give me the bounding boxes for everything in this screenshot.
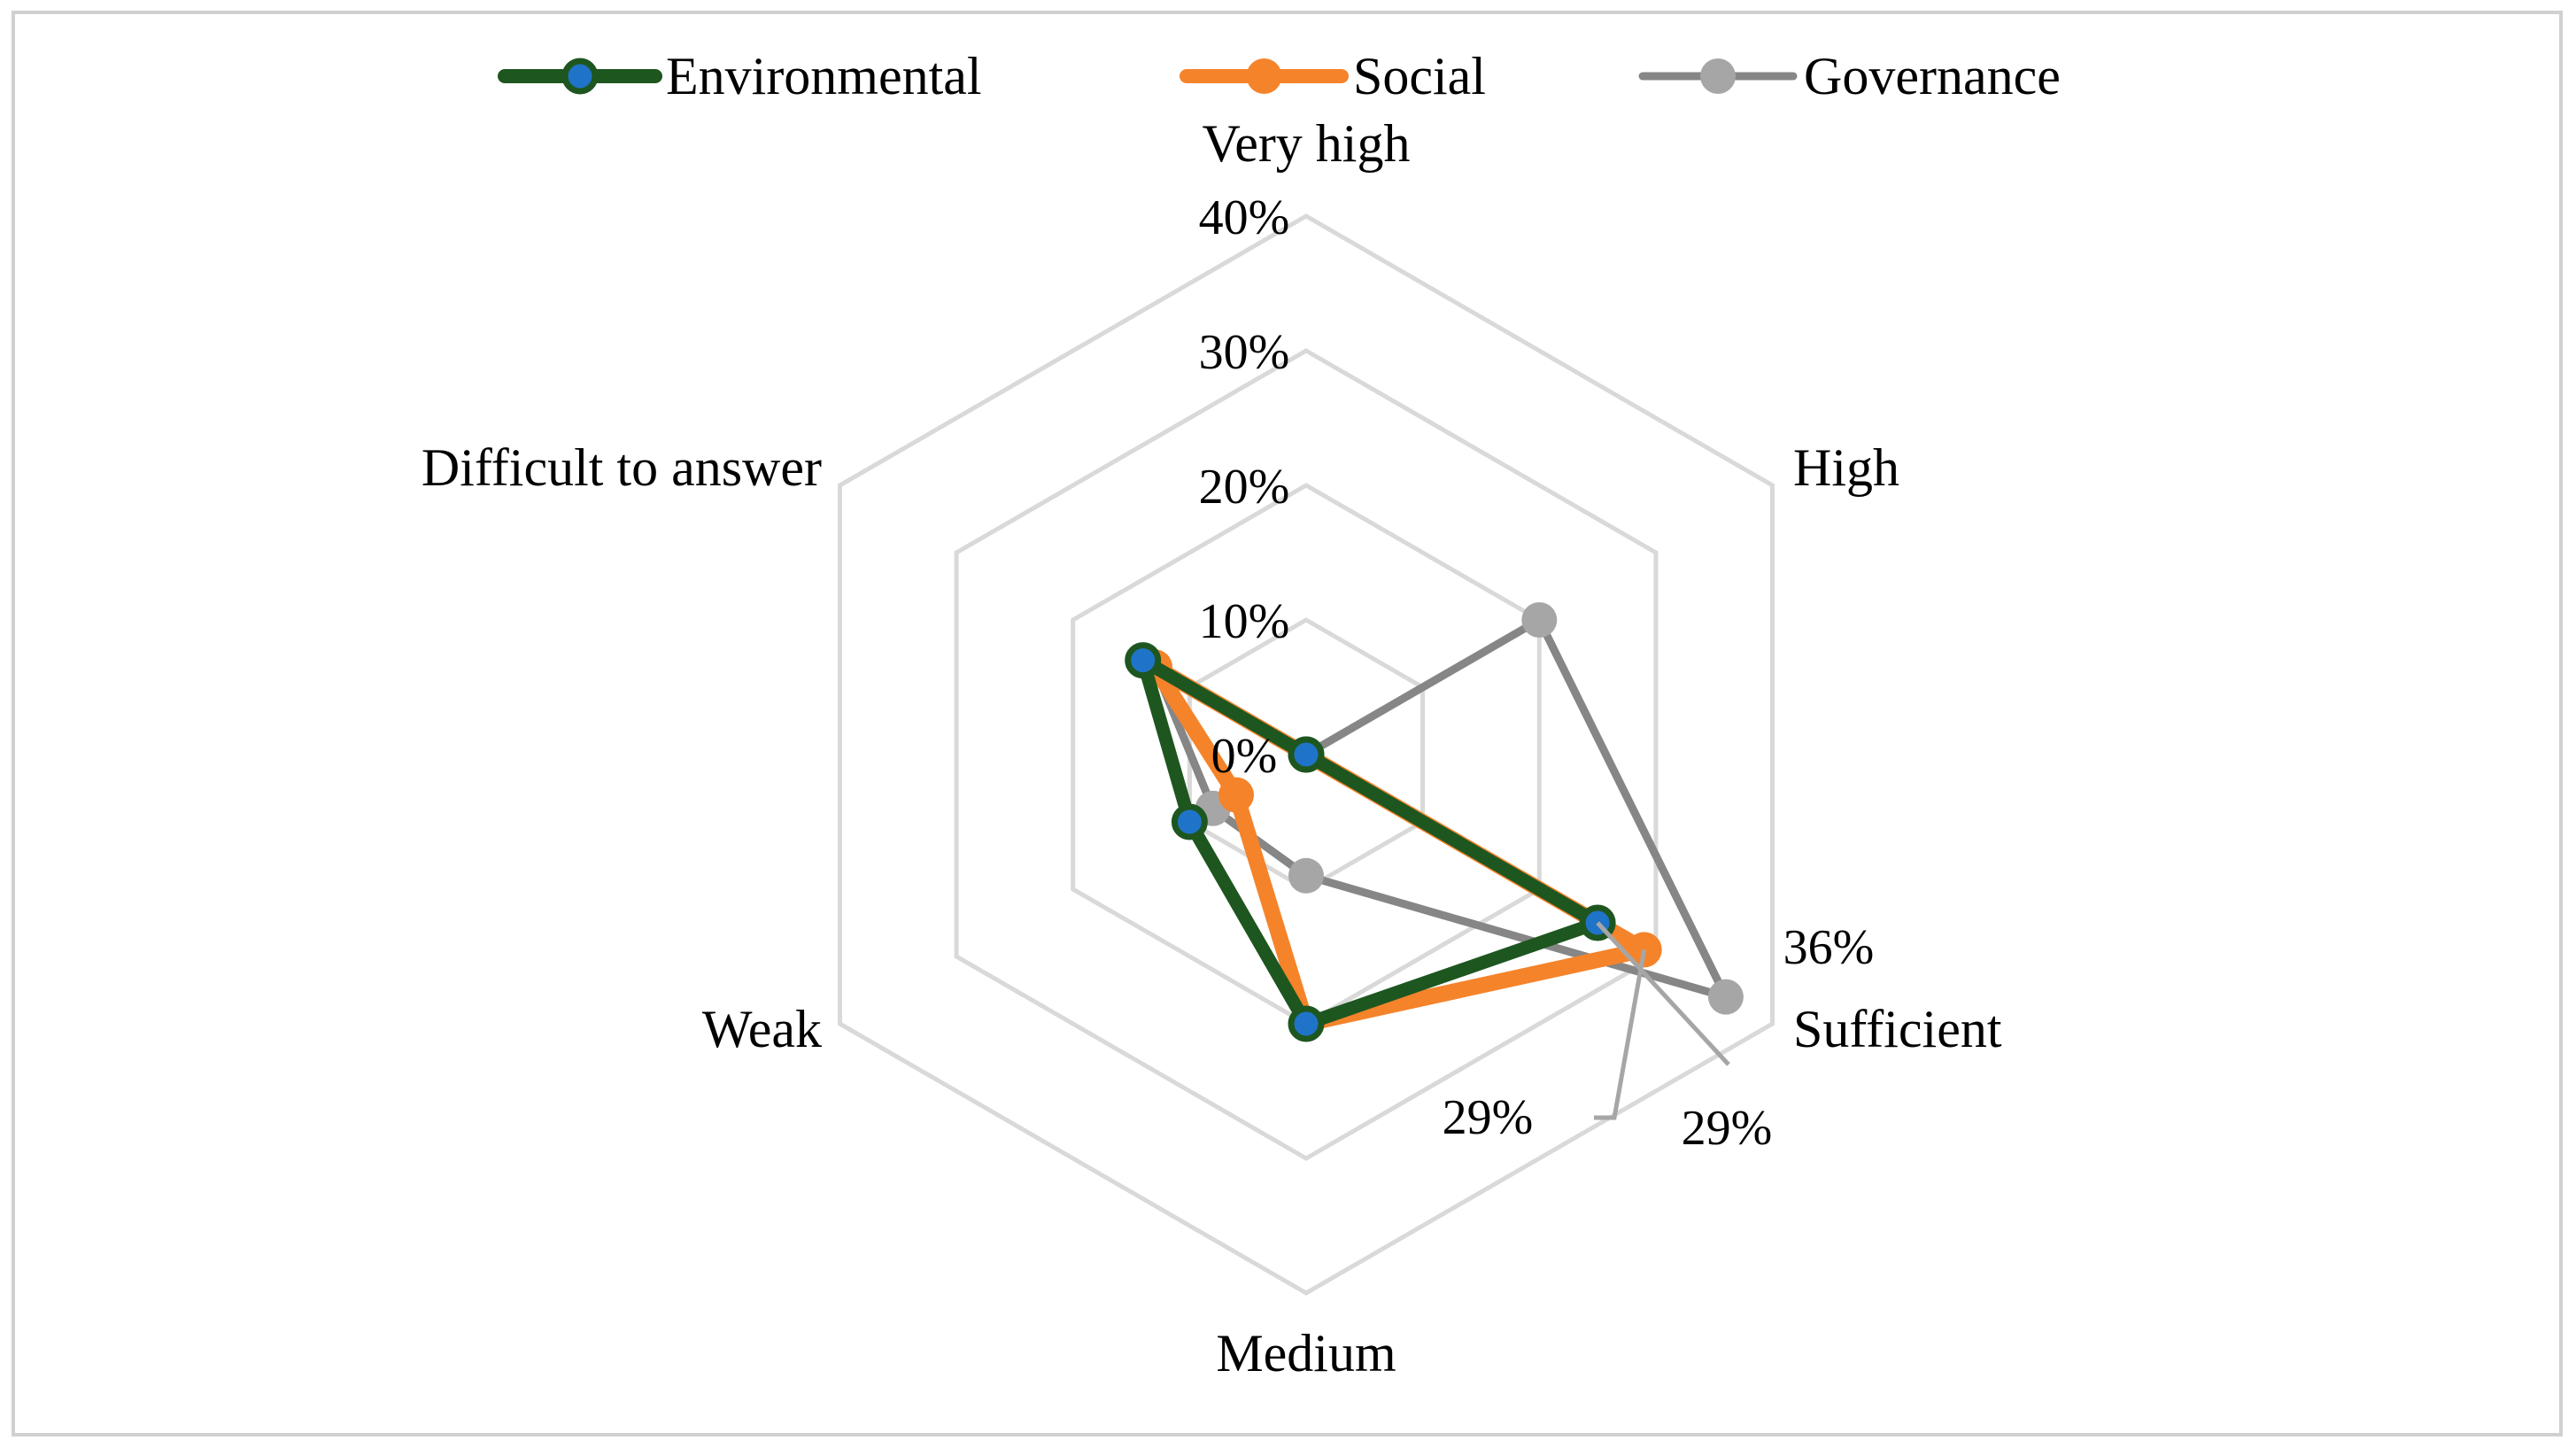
point-governance-sufficient bbox=[1707, 979, 1744, 1015]
axis-label-high: High bbox=[1793, 438, 1899, 497]
axis-label-very-high: Very high bbox=[1203, 114, 1411, 173]
tick-label-20: 20% bbox=[1199, 460, 1290, 515]
point-environmental-high bbox=[1288, 736, 1325, 773]
point-environmental-difficult-to-answer bbox=[1125, 642, 1162, 679]
data-label-governance-sufficient: 36% bbox=[1783, 920, 1875, 975]
data-label-environmental-sufficient: 29% bbox=[1682, 1101, 1773, 1156]
axis-label-sufficient: Sufficient bbox=[1793, 1000, 2002, 1058]
label-layer: 0% 10% 20% 30% 40% Very high High Sufficient Med… bbox=[422, 114, 2002, 1382]
chart-border bbox=[12, 11, 2563, 1436]
tick-label-0: 0% bbox=[1211, 729, 1278, 784]
legend-label-environmental: Environmental bbox=[666, 47, 982, 105]
legend-label-social: Social bbox=[1353, 47, 1486, 105]
point-environmental-weak bbox=[1171, 803, 1208, 840]
legend-marker-governance bbox=[1700, 58, 1736, 94]
legend-marker-environmental bbox=[561, 58, 599, 95]
point-environmental-medium bbox=[1288, 1005, 1325, 1042]
tick-label-40: 40% bbox=[1199, 190, 1290, 245]
axis-label-difficult-to-answer: Difficult to answer bbox=[422, 438, 822, 497]
leader-line-social bbox=[1594, 949, 1647, 1120]
grid-ring-40 bbox=[838, 213, 1775, 1296]
grid-ring-30 bbox=[954, 348, 1659, 1161]
axis-label-medium: Medium bbox=[1216, 1324, 1396, 1382]
legend-label-governance: Governance bbox=[1804, 47, 2061, 105]
leader-line-environmental bbox=[1596, 921, 1730, 1066]
point-governance-medium bbox=[1288, 857, 1324, 894]
legend: Environmental Social Governance bbox=[498, 47, 2061, 105]
tick-label-10: 10% bbox=[1199, 594, 1290, 649]
data-label-social-sufficient: 29% bbox=[1443, 1090, 1534, 1145]
point-social-weak bbox=[1218, 777, 1254, 813]
tick-label-30: 30% bbox=[1199, 325, 1290, 380]
point-governance-high bbox=[1521, 602, 1558, 638]
legend-marker-social bbox=[1246, 58, 1282, 94]
series-line-environmental bbox=[1136, 654, 1605, 1031]
axis-label-weak: Weak bbox=[702, 1000, 822, 1058]
